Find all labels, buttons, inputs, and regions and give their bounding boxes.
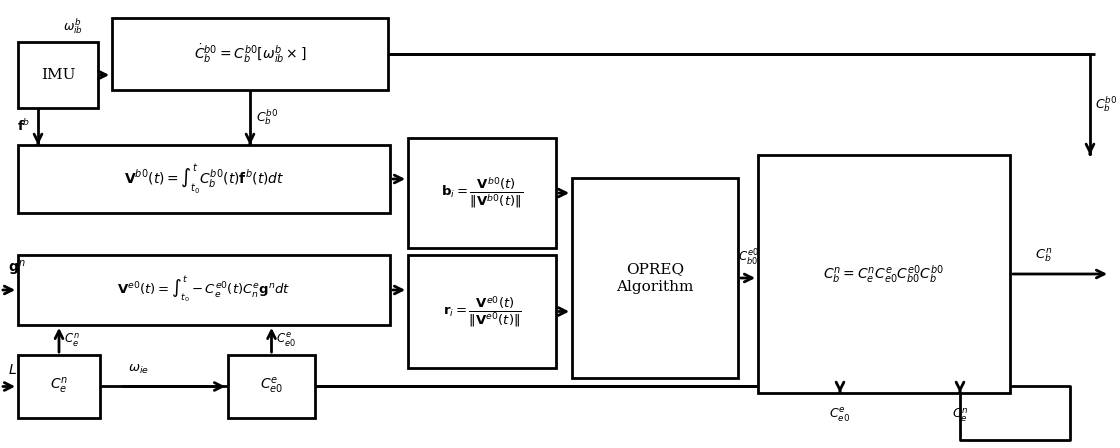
FancyBboxPatch shape xyxy=(572,178,738,378)
Text: $\omega_{ie}$: $\omega_{ie}$ xyxy=(128,363,149,376)
Text: $C_{b0}^{e0}$: $C_{b0}^{e0}$ xyxy=(738,248,758,268)
FancyBboxPatch shape xyxy=(18,355,100,418)
FancyBboxPatch shape xyxy=(228,355,315,418)
FancyBboxPatch shape xyxy=(18,145,390,213)
Text: $\omega_{ib}^b$: $\omega_{ib}^b$ xyxy=(63,17,83,36)
Text: $L$: $L$ xyxy=(8,362,17,376)
Text: $C_b^n$: $C_b^n$ xyxy=(1035,246,1053,264)
Text: OPREQ
Algorithm: OPREQ Algorithm xyxy=(616,262,693,294)
FancyBboxPatch shape xyxy=(18,42,99,108)
FancyBboxPatch shape xyxy=(408,255,556,368)
Text: $C_b^{b0}$: $C_b^{b0}$ xyxy=(256,108,278,127)
Text: IMU: IMU xyxy=(40,68,75,82)
FancyBboxPatch shape xyxy=(408,138,556,248)
Text: $\mathbf{f}^b$: $\mathbf{f}^b$ xyxy=(17,119,30,134)
FancyBboxPatch shape xyxy=(758,155,1010,393)
Text: $\mathbf{b}_i=\dfrac{\mathbf{V}^{b0}(t)}{\|\mathbf{V}^{b0}(t)\|}$: $\mathbf{b}_i=\dfrac{\mathbf{V}^{b0}(t)}… xyxy=(441,176,523,211)
Text: $C_e^n$: $C_e^n$ xyxy=(952,407,969,425)
Text: $\mathbf{g}^n$: $\mathbf{g}^n$ xyxy=(8,259,26,278)
Text: $C_b^n=C_e^nC_{e0}^eC_{b0}^{e0}C_b^{b0}$: $C_b^n=C_e^nC_{e0}^eC_{b0}^{e0}C_b^{b0}$ xyxy=(823,263,944,285)
FancyBboxPatch shape xyxy=(18,255,390,325)
Text: $C_{e0}^e$: $C_{e0}^e$ xyxy=(277,331,297,349)
Text: $C_e^n$: $C_e^n$ xyxy=(64,331,80,349)
FancyBboxPatch shape xyxy=(112,18,388,90)
Text: $\mathbf{r}_i=\dfrac{\mathbf{V}^{e0}(t)}{\|\mathbf{V}^{e0}(t)\|}$: $\mathbf{r}_i=\dfrac{\mathbf{V}^{e0}(t)}… xyxy=(442,294,522,329)
Text: $\mathbf{V}^{b0}(t)=\int_{t_0}^{t}C_b^{b0}(t)\mathbf{f}^b(t)dt$: $\mathbf{V}^{b0}(t)=\int_{t_0}^{t}C_b^{b… xyxy=(123,162,284,196)
Text: $C_b^{b0}$: $C_b^{b0}$ xyxy=(1095,95,1117,114)
Text: $C_e^n$: $C_e^n$ xyxy=(50,376,68,396)
Text: $C_{e0}^e$: $C_{e0}^e$ xyxy=(260,376,283,396)
Text: $\mathbf{V}^{e0}(t)=\int_{t_0}^{t}-C_e^{e0}(t)C_n^e\mathbf{g}^n dt$: $\mathbf{V}^{e0}(t)=\int_{t_0}^{t}-C_e^{… xyxy=(118,275,291,305)
Text: $\dot{C}_b^{b0}=C_b^{b0}[\omega_{ib}^b\times]$: $\dot{C}_b^{b0}=C_b^{b0}[\omega_{ib}^b\t… xyxy=(194,43,306,65)
Text: $C_{e0}^e$: $C_{e0}^e$ xyxy=(830,407,850,425)
